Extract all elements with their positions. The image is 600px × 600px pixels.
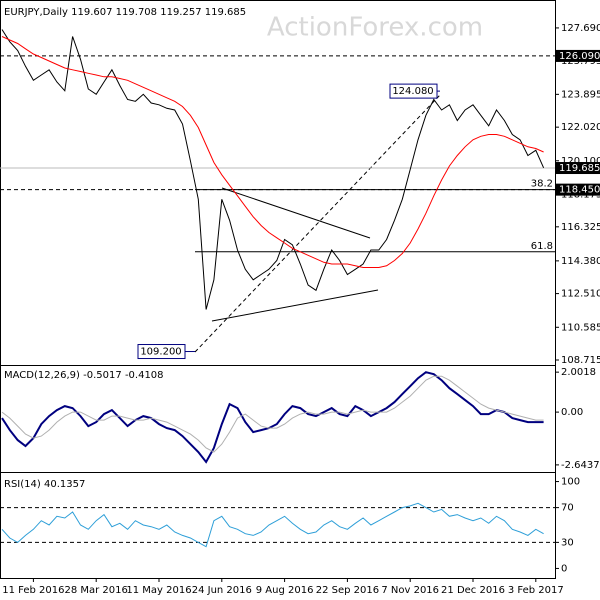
x-tick-label: 28 Mar 2016: [64, 585, 127, 596]
y-tick-label: 114.380: [561, 256, 600, 267]
marker-box: [137, 344, 186, 360]
series-line: [1, 29, 545, 310]
open: 119.607: [71, 7, 112, 18]
x-tick-label: 11 Feb 2016: [2, 585, 64, 596]
x-tick-label: 11 May 2016: [126, 585, 191, 596]
y-tick-label: 70: [561, 503, 574, 514]
frame: [0, 0, 556, 579]
series-line: [1, 371, 544, 464]
price-box-label: 126.090: [559, 51, 600, 62]
x-tick-label: 9 Aug 2016: [256, 585, 314, 596]
price-header: EURJPY,Daily 119.607 119.708 119.257 119…: [4, 7, 246, 18]
y-tick-label: 116.325: [561, 222, 600, 233]
trendline: [221, 187, 371, 239]
price-box: [556, 183, 600, 196]
watermark: ActionForex.com: [267, 13, 483, 43]
marker-label: 124.080: [392, 86, 433, 97]
price-box: [556, 49, 600, 62]
y-tick-label: 108.715: [561, 355, 600, 366]
y-tick-label: 30: [561, 537, 574, 548]
y-tick-label: 100: [561, 477, 580, 488]
series-line: [1, 36, 544, 268]
y-tick-label: 123.895: [561, 89, 600, 100]
price-box-label: 118.450: [559, 185, 600, 196]
x-tick-label: 21 Dec 2016: [441, 585, 505, 596]
close: 119.685: [205, 7, 246, 18]
fib-label: 61.8: [531, 241, 553, 252]
y-tick-label: 110.585: [561, 322, 600, 333]
series-line: [1, 502, 544, 548]
trendlines: [194, 94, 441, 353]
marker-box: [389, 83, 438, 99]
signal-value: -0.4108: [125, 370, 164, 381]
trendline: [211, 289, 379, 322]
series-line: [1, 375, 544, 453]
price-box-label: 119.685: [559, 163, 600, 174]
marker-label: 109.200: [140, 347, 181, 358]
y-tick-label: 120.100: [561, 156, 600, 167]
macd-value: -0.5017: [83, 370, 122, 381]
price-box: [556, 162, 600, 175]
rsi-value: 40.1357: [44, 479, 85, 490]
fib-label: 38.2: [531, 179, 553, 190]
y-tick-label: 0: [561, 563, 567, 574]
symbol: EURJPY,Daily: [4, 7, 68, 18]
indicator: MACD(12,26,9): [4, 370, 80, 381]
y-tick-label: -2.6437: [561, 460, 600, 471]
high: 119.708: [116, 7, 157, 18]
trendline: [194, 94, 441, 353]
low: 119.257: [160, 7, 201, 18]
y-tick-label: 0.00: [561, 407, 583, 418]
y-tick-label: 127.690: [561, 23, 600, 34]
x-tick-label: 3 Feb 2017: [508, 585, 564, 596]
y-tick-label: 2.0018: [561, 367, 596, 378]
x-tick-label: 22 Sep 2016: [316, 585, 379, 596]
indicator: RSI(14): [4, 479, 41, 490]
y-tick-label: 122.020: [561, 122, 600, 133]
y-tick-label: 112.510: [561, 289, 600, 300]
x-tick-label: 7 Nov 2016: [381, 585, 439, 596]
rsi-header: RSI(14) 40.1357: [4, 479, 85, 490]
macd-header: MACD(12,26,9) -0.5017 -0.4108: [4, 370, 164, 381]
x-tick-label: 24 Jun 2016: [192, 585, 252, 596]
